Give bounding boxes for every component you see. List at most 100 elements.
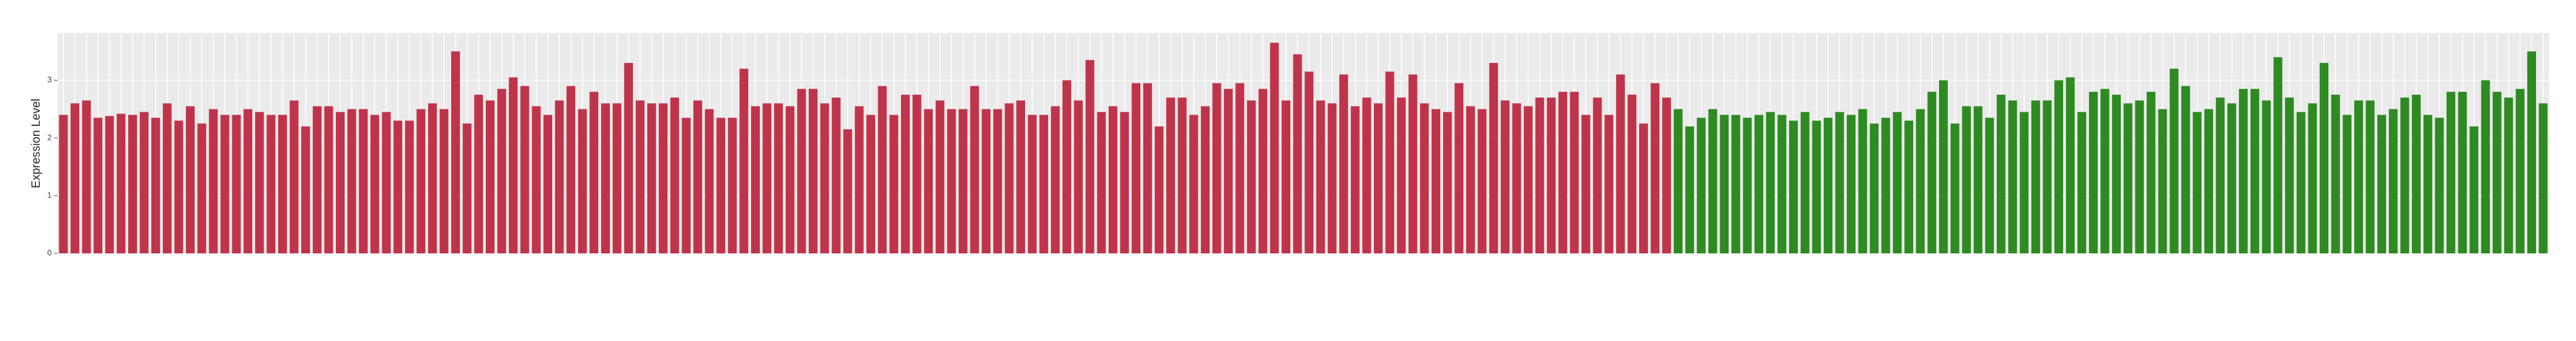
- bar: [1408, 74, 1417, 253]
- bar: [2527, 51, 2537, 254]
- bar: [116, 113, 126, 253]
- bar: [232, 115, 241, 253]
- bar: [2435, 118, 2444, 253]
- bar: [1166, 97, 1175, 254]
- bar: [1720, 115, 1729, 253]
- bar: [1489, 63, 1499, 253]
- bar: [993, 109, 1002, 253]
- bar: [1616, 74, 1625, 253]
- bar: [1835, 112, 1844, 253]
- bar: [1650, 83, 1660, 253]
- bar: [1893, 112, 1902, 253]
- bar: [174, 121, 183, 253]
- bar: [1547, 97, 1556, 254]
- bar: [2031, 100, 2040, 253]
- bar: [555, 100, 564, 253]
- bar: [1327, 103, 1337, 253]
- bar: [2054, 80, 2063, 253]
- bar: [2262, 100, 2271, 253]
- bar: [1858, 109, 1867, 253]
- bar: [1627, 95, 1637, 254]
- bar: [220, 115, 229, 253]
- bar: [785, 106, 795, 253]
- bar: [1800, 112, 1810, 253]
- bar: [139, 112, 149, 253]
- bar: [485, 100, 495, 253]
- bar: [1039, 115, 1049, 253]
- bar: [578, 109, 587, 253]
- bar: [2077, 112, 2087, 253]
- bar: [1881, 118, 1890, 253]
- bar: [1062, 80, 1072, 253]
- y-tick-label: 1: [47, 190, 52, 200]
- bar: [855, 106, 864, 253]
- bar: [393, 121, 402, 253]
- bar: [82, 100, 91, 253]
- bar: [2412, 95, 2421, 254]
- bar: [382, 112, 391, 253]
- bar: [2365, 100, 2375, 253]
- bar: [1743, 118, 1752, 253]
- bar: [2100, 89, 2110, 253]
- bar: [1385, 71, 1394, 254]
- bar: [1904, 121, 1914, 253]
- bar: [1132, 83, 1141, 253]
- bar: [2181, 86, 2190, 253]
- bar: [2481, 80, 2490, 253]
- bar: [243, 109, 253, 253]
- bar: [1189, 115, 1199, 253]
- bar: [1697, 118, 1706, 253]
- bar: [2008, 100, 2017, 253]
- bar: [1282, 100, 1291, 253]
- bar: [2123, 103, 2133, 253]
- bar: [970, 86, 979, 253]
- bar: [359, 109, 368, 253]
- bar: [751, 106, 760, 253]
- bar: [2285, 97, 2294, 254]
- bar: [1097, 112, 1106, 253]
- bar: [2343, 115, 2352, 253]
- bar: [2112, 95, 2121, 254]
- bar: [197, 123, 206, 253]
- bar: [1916, 109, 1925, 253]
- bar: [1397, 97, 1406, 254]
- bar: [774, 103, 783, 253]
- bar: [2331, 95, 2340, 254]
- bar: [2250, 89, 2260, 253]
- bar: [105, 116, 114, 253]
- bar: [2354, 100, 2363, 253]
- bar: [2273, 57, 2283, 253]
- bar: [2043, 100, 2052, 253]
- bar: [151, 118, 161, 253]
- bar: [439, 109, 449, 253]
- bar: [1777, 115, 1787, 253]
- bar: [820, 103, 829, 253]
- bar: [451, 51, 461, 254]
- bar: [2204, 109, 2213, 253]
- bar: [1316, 100, 1325, 253]
- bar: [1212, 83, 1222, 253]
- bar: [612, 103, 622, 253]
- bar: [2088, 92, 2098, 253]
- bar: [635, 100, 645, 253]
- bar: [1673, 109, 1683, 253]
- bar: [1570, 92, 1579, 253]
- bar: [889, 115, 899, 253]
- bar: [2135, 100, 2144, 253]
- bar: [266, 115, 276, 253]
- bar: [1050, 106, 1060, 253]
- y-tick-label: 2: [47, 132, 52, 142]
- bar: [1766, 112, 1775, 253]
- bar: [1177, 97, 1187, 254]
- bar: [428, 103, 437, 253]
- bar: [1224, 89, 1233, 253]
- bar: [1350, 106, 1360, 253]
- bar: [2320, 63, 2329, 253]
- bar: [1754, 115, 1764, 253]
- bar: [474, 95, 483, 254]
- bar: [705, 109, 714, 253]
- y-tick-label: 3: [47, 75, 52, 84]
- bar: [509, 77, 518, 254]
- bar: [2296, 112, 2305, 253]
